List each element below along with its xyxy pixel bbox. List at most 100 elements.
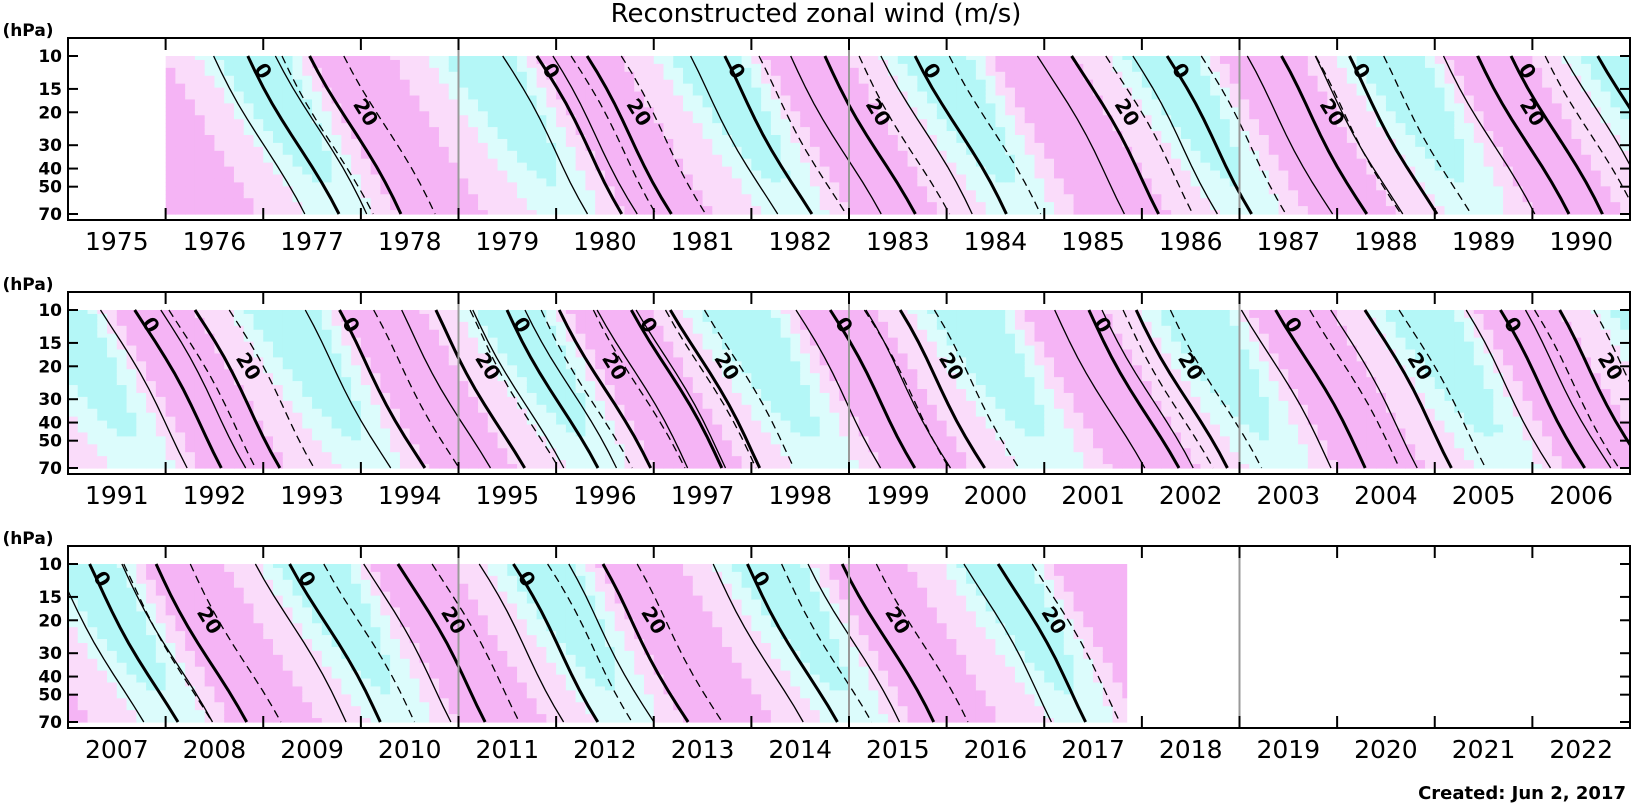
- wind-cell: [556, 170, 567, 176]
- wind-cell: [458, 115, 469, 120]
- wind-cell: [517, 162, 528, 168]
- wind-cell: [370, 127, 381, 132]
- wind-cell: [673, 142, 684, 148]
- wind-cell: [1366, 127, 1377, 132]
- wind-cell: [517, 186, 528, 191]
- wind-cell: [1093, 190, 1104, 195]
- wind-cell: [1063, 138, 1075, 144]
- wind-cell: [204, 67, 216, 73]
- wind-cell: [302, 119, 313, 124]
- wind-cell: [1102, 107, 1114, 112]
- wind-cell: [507, 186, 518, 191]
- wind-cell: [1327, 115, 1338, 120]
- wind-cell: [712, 154, 723, 160]
- wind-cell: [175, 178, 186, 183]
- wind-cell: [1171, 127, 1182, 132]
- wind-cell: [663, 154, 674, 160]
- wind-cell: [1268, 178, 1280, 183]
- wind-cell: [1376, 131, 1387, 136]
- wind-cell: [809, 123, 821, 128]
- wind-cell: [800, 158, 811, 164]
- wind-cell: [185, 135, 196, 140]
- wind-cell: [1190, 186, 1202, 191]
- wind-cell: [692, 99, 704, 104]
- wind-cell: [1014, 158, 1026, 164]
- wind-cell: [663, 178, 674, 183]
- wind-cell: [1161, 103, 1172, 108]
- wind-cell: [1034, 198, 1045, 203]
- wind-cell: [1014, 198, 1026, 203]
- wind-cell: [253, 186, 264, 191]
- wind-cell: [751, 91, 762, 97]
- wind-cell: [399, 67, 411, 73]
- wind-cell: [858, 79, 870, 85]
- wind-cell: [1268, 75, 1280, 81]
- wind-cell: [253, 111, 264, 116]
- wind-cell: [936, 87, 948, 93]
- wind-cell: [390, 166, 401, 172]
- wind-cell: [1151, 95, 1162, 101]
- wind-cell: [761, 146, 772, 152]
- wind-cell: [380, 206, 391, 211]
- wind-cell: [751, 190, 762, 195]
- wind-cell: [722, 174, 733, 180]
- wind-cell: [770, 115, 782, 120]
- wind-cell: [360, 158, 372, 164]
- wind-cell: [692, 107, 704, 112]
- wind-cell: [302, 135, 313, 140]
- wind-cell: [614, 59, 626, 65]
- wind-cell: [165, 166, 176, 172]
- wind-cell: [331, 127, 342, 132]
- wind-cell: [761, 75, 772, 81]
- wind-cell: [702, 162, 713, 168]
- wind-cell: [1132, 150, 1143, 156]
- wind-cell: [897, 131, 909, 136]
- wind-cell: [458, 127, 469, 132]
- wind-cell: [370, 150, 381, 156]
- wind-cell: [946, 103, 957, 108]
- wind-cell: [448, 79, 460, 85]
- wind-cell: [448, 131, 460, 136]
- wind-cell: [985, 127, 997, 132]
- wind-cell: [448, 158, 460, 164]
- wind-cell: [390, 186, 401, 191]
- wind-cell: [204, 63, 216, 69]
- wind-cell: [1239, 138, 1250, 144]
- wind-cell: [712, 174, 723, 180]
- wind-cell: [1288, 170, 1299, 176]
- wind-cell: [1122, 206, 1133, 211]
- wind-cell: [663, 174, 674, 180]
- wind-cell: [1005, 166, 1016, 172]
- wind-cell: [1229, 107, 1241, 112]
- wind-cell: [975, 59, 987, 65]
- wind-cell: [966, 107, 977, 112]
- wind-cell: [429, 202, 440, 207]
- wind-cell: [517, 91, 528, 97]
- wind-cell: [634, 59, 645, 65]
- wind-cell: [897, 135, 909, 140]
- wind-cell: [1093, 59, 1104, 65]
- wind-cell: [722, 198, 733, 203]
- wind-cell: [1239, 154, 1250, 160]
- wind-cell: [624, 91, 635, 97]
- wind-cell: [1005, 107, 1016, 112]
- wind-cell: [1219, 135, 1231, 140]
- wind-cell: [712, 206, 723, 211]
- wind-cell: [263, 202, 274, 207]
- wind-cell: [448, 202, 460, 207]
- wind-cell: [1102, 198, 1114, 203]
- wind-cell: [741, 71, 752, 77]
- wind-cell: [712, 56, 723, 61]
- wind-cell: [360, 162, 372, 168]
- wind-cell: [722, 79, 733, 85]
- wind-cell: [1044, 174, 1055, 180]
- wind-cell: [1249, 83, 1260, 89]
- wind-cell: [878, 123, 889, 128]
- wind-cell: [1151, 186, 1162, 191]
- wind-cell: [1073, 56, 1084, 61]
- wind-cell: [1317, 162, 1328, 168]
- wind-cell: [956, 83, 967, 89]
- wind-cell: [614, 178, 626, 183]
- wind-cell: [399, 174, 411, 180]
- wind-cell: [1327, 59, 1338, 65]
